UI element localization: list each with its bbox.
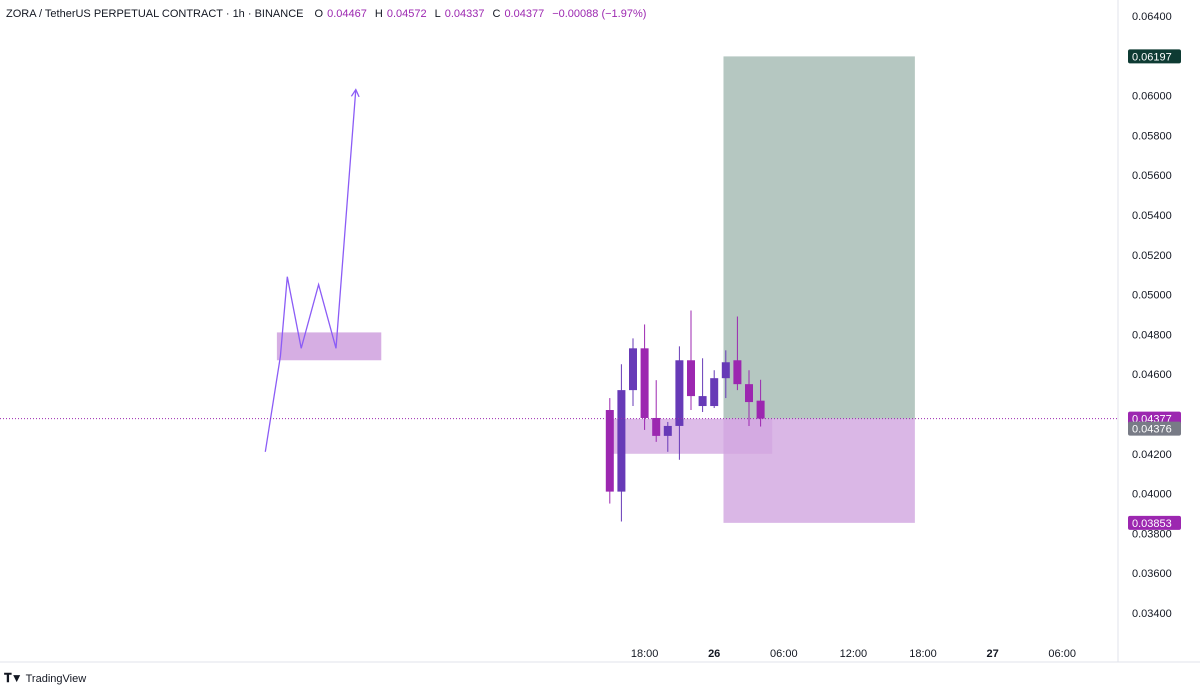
candle-body: [733, 360, 742, 385]
time-tick-label: 26: [708, 648, 720, 660]
low-value: 0.04337: [444, 8, 485, 20]
projection-path[interactable]: [264, 88, 360, 452]
price-tag-bg: [1128, 49, 1181, 64]
candle[interactable]: [629, 338, 637, 407]
candle-body: [687, 360, 695, 397]
candles[interactable]: [605, 310, 765, 522]
price-tag-label: 0.04376: [1132, 424, 1172, 436]
candle-body: [710, 378, 719, 407]
symbol-title[interactable]: ZORA / TetherUS PERPETUAL CONTRACT · 1h …: [6, 8, 304, 20]
projection-zone[interactable]: [276, 332, 382, 361]
price-tick-label: 0.05400: [1132, 210, 1172, 222]
projection-path-line[interactable]: [264, 89, 357, 452]
candle[interactable]: [687, 310, 695, 411]
change-value: −0.00088 (−1.97%): [552, 8, 647, 20]
time-tick-label: 18:00: [909, 648, 937, 660]
candle[interactable]: [675, 346, 684, 460]
candle-body: [629, 348, 637, 391]
target-zone-rect[interactable]: [723, 56, 915, 419]
price-tick-label: 0.05600: [1132, 170, 1172, 182]
branding[interactable]: 𝐓▼ TradingView: [4, 671, 86, 686]
price-tick-label: 0.03800: [1132, 528, 1172, 540]
time-tick-label: 06:00: [770, 648, 798, 660]
candle[interactable]: [605, 398, 614, 504]
price-tick-label: 0.03400: [1132, 608, 1172, 620]
candle[interactable]: [652, 380, 661, 442]
time-axis[interactable]: 18:00 26 06:00 12:00 18:00 27 06:00: [631, 648, 1076, 660]
candle-body: [640, 348, 649, 418]
time-tick-label: 06:00: [1048, 648, 1076, 660]
price-tick-label: 0.03600: [1132, 568, 1172, 580]
candle-body: [698, 396, 707, 407]
candle-body: [721, 362, 730, 379]
time-tick-label: 27: [986, 648, 998, 660]
candle[interactable]: [617, 364, 626, 522]
price-tag: 0.03853: [1128, 515, 1181, 530]
candle[interactable]: [710, 370, 719, 409]
price-tick-label: 0.05800: [1132, 130, 1172, 142]
price-tick-label: 0.04000: [1132, 489, 1172, 501]
tradingview-logo-icon: 𝐓▼: [4, 671, 23, 685]
candle[interactable]: [698, 358, 707, 413]
price-tag: 0.06197: [1128, 49, 1181, 64]
brand-name: TradingView: [25, 672, 87, 685]
projection-arrow-icon: [350, 88, 360, 98]
target-zone[interactable]: [723, 56, 915, 419]
candle-body: [605, 410, 614, 492]
price-tick-label: 0.04600: [1132, 369, 1172, 381]
high-value: 0.04572: [386, 8, 427, 20]
price-tick-label: 0.06000: [1132, 91, 1172, 103]
candle-body: [745, 384, 753, 403]
high-label: H: [374, 8, 383, 20]
demand-zone[interactable]: [606, 418, 773, 454]
chart-legend: ZORA / TetherUS PERPETUAL CONTRACT · 1h …: [6, 8, 646, 20]
demand-zone-rect[interactable]: [606, 418, 773, 454]
projection-zone-rect[interactable]: [276, 332, 382, 361]
candle-body: [663, 425, 672, 436]
time-tick-label: 12:00: [840, 648, 868, 660]
price-tag-label: 0.03853: [1132, 518, 1172, 530]
price-tick-label: 0.05200: [1132, 250, 1172, 262]
close-value: 0.04377: [504, 8, 545, 20]
candle[interactable]: [721, 350, 730, 399]
close-label: C: [492, 8, 501, 20]
price-tick-label: 0.05000: [1132, 290, 1172, 302]
candle[interactable]: [745, 370, 753, 426]
candle-body: [652, 417, 661, 436]
candle-body: [617, 390, 626, 492]
low-label: L: [434, 8, 441, 20]
time-tick-label: 18:00: [631, 648, 659, 660]
open-label: O: [314, 8, 324, 20]
price-axis[interactable]: 0.06400 0.06000 0.05800 0.05600 0.05400 0.052…: [1132, 11, 1172, 620]
open-value: 0.04467: [327, 8, 367, 20]
price-tag-bg: [1128, 515, 1181, 530]
candle-body: [675, 360, 684, 426]
candle[interactable]: [733, 316, 742, 391]
price-tag-bg: [1128, 421, 1181, 436]
candle-body: [756, 400, 765, 419]
candle[interactable]: [640, 324, 649, 430]
price-tag: 0.04376: [1128, 421, 1181, 436]
candle[interactable]: [663, 421, 672, 452]
price-tag-label: 0.06197: [1132, 51, 1172, 63]
candle[interactable]: [756, 379, 765, 427]
price-tick-label: 0.04800: [1132, 329, 1172, 341]
price-tick-label: 0.06400: [1132, 11, 1172, 23]
price-tick-label: 0.04200: [1132, 449, 1172, 461]
